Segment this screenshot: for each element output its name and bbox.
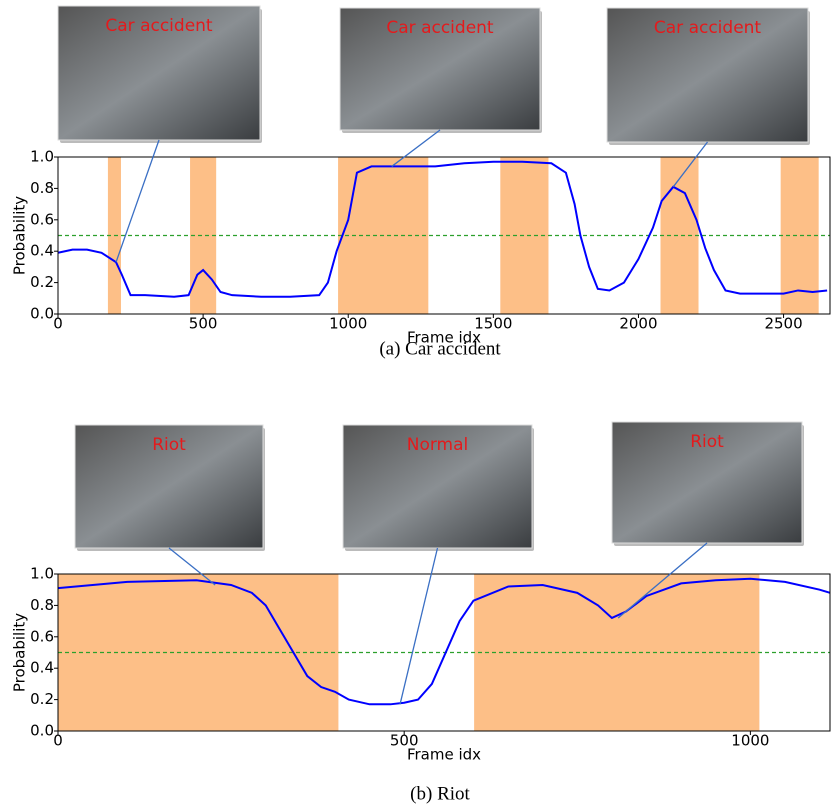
thumbnail-label: Car accident [386, 18, 494, 38]
x-tick-label: 500 [189, 315, 218, 333]
x-tick-label: 1000 [731, 732, 769, 750]
thumbnail-label: Riot [690, 432, 724, 452]
caption: (b) Riot [410, 783, 470, 804]
annotation-arrow [400, 548, 437, 704]
y-tick-label: 0.0 [30, 722, 54, 740]
y-tick-label: 0.4 [30, 659, 54, 677]
y-tick-label: 0.2 [30, 273, 54, 291]
thumbnail-label: Car accident [654, 18, 762, 38]
y-axis-label: Probability [11, 613, 29, 692]
y-tick-label: 0.0 [30, 305, 54, 323]
thumbnail-label: Car accident [105, 16, 213, 36]
figure: 0.00.20.40.60.81.005001000150020002500Fr… [0, 0, 831, 811]
ground-truth-span [661, 157, 699, 314]
x-tick-label: 2000 [619, 315, 657, 333]
x-axis-label: Frame idx [407, 746, 481, 764]
y-tick-label: 0.6 [30, 627, 54, 645]
x-tick-label: 0 [53, 315, 63, 333]
x-tick-label: 1000 [329, 315, 367, 333]
x-tick-label: 2500 [764, 315, 802, 333]
y-axis-label: Probability [11, 196, 29, 275]
y-tick-label: 0.8 [30, 179, 54, 197]
y-tick-label: 1.0 [30, 565, 54, 583]
thumbnail-label: Normal [407, 435, 469, 455]
annotation-arrow [116, 140, 159, 262]
y-tick-label: 1.0 [30, 148, 54, 166]
thumbnail-label: Riot [152, 435, 186, 455]
x-tick-label: 0 [53, 732, 63, 750]
y-tick-label: 0.8 [30, 596, 54, 614]
y-tick-label: 0.4 [30, 242, 54, 260]
y-tick-label: 0.6 [30, 210, 54, 228]
y-tick-label: 0.2 [30, 690, 54, 708]
probability-line [58, 162, 827, 297]
caption: (a) Car accident [379, 338, 501, 359]
